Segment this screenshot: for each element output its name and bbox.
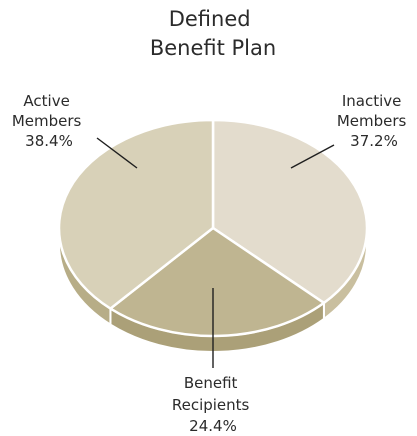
- slice-value-label: 38.4%: [25, 132, 73, 150]
- chart-title-line-1: Defined: [169, 7, 251, 31]
- slice-value-label: 37.2%: [350, 132, 398, 150]
- slice-label-benefit-recipients: Benefit Recipients 24.4%: [172, 374, 254, 435]
- slice-label-active-members: Active Members 38.4%: [12, 92, 86, 150]
- slice-name-line-2: Members: [337, 112, 407, 130]
- chart-title-line-2: Benefit Plan: [150, 36, 276, 60]
- slice-name-line-2: Recipients: [172, 396, 250, 414]
- pie-top-layer: [57, 118, 369, 338]
- slice-name-line-1: Active: [23, 92, 69, 110]
- leader-lines: [96, 137, 335, 368]
- leader-line-inactive-members: [290, 144, 335, 169]
- pie-slice-inactive-members: [211, 118, 369, 305]
- slice-label-inactive-members: Inactive Members 37.2%: [337, 92, 411, 150]
- slice-name-line-1: Inactive: [342, 92, 402, 110]
- pie-slice-active-members: [57, 118, 215, 310]
- chart-title: Defined Benefit Plan: [150, 7, 276, 60]
- pie-slice-benefit-recipients: [109, 226, 326, 338]
- slice-value-label: 24.4%: [189, 417, 237, 435]
- leader-line-active-members: [96, 137, 138, 169]
- slice-name-line-2: Members: [12, 112, 82, 130]
- slice-name-line-1: Benefit: [184, 374, 238, 392]
